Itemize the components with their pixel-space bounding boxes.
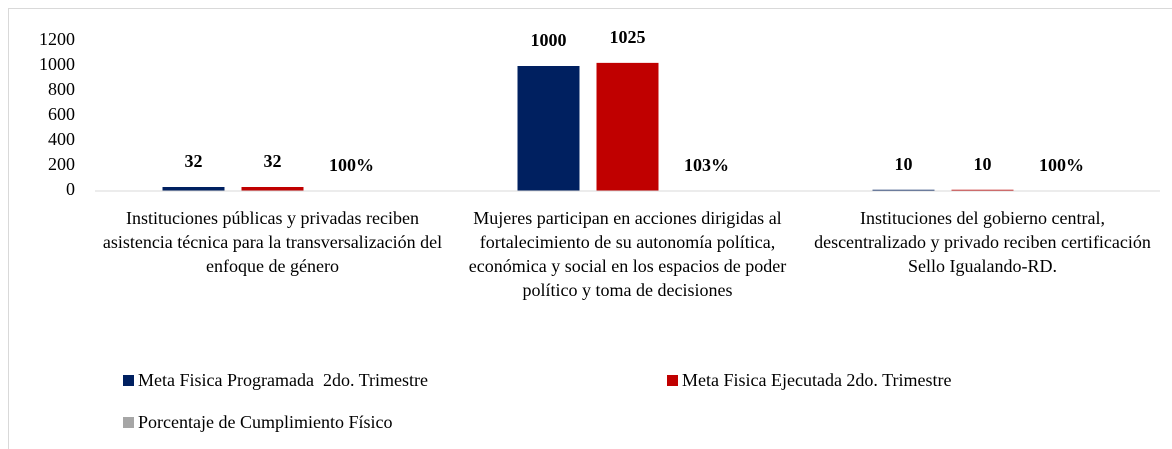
legend-label: Porcentaje de Cumplimiento Físico <box>138 411 393 432</box>
data-label: 103% <box>684 155 729 175</box>
legend-swatch <box>123 374 134 386</box>
y-tick-label: 200 <box>48 154 75 174</box>
y-tick-label: 400 <box>48 129 75 149</box>
data-label: 1025 <box>610 27 646 47</box>
legend-item: Meta Fisica Programada 2do. Trimestre <box>123 368 428 392</box>
data-label: 10 <box>895 154 913 174</box>
y-tick-label: 1200 <box>39 29 75 49</box>
data-label: 1000 <box>531 30 567 50</box>
legend-item: Porcentaje de Cumplimiento Físico <box>123 410 392 434</box>
data-label: 100% <box>1039 155 1084 175</box>
legend-label: Meta Fisica Programada 2do. Trimestre <box>138 369 428 390</box>
y-tick-label: 0 <box>66 179 75 199</box>
category-label: Instituciones del gobierno central, desc… <box>814 208 1151 276</box>
data-label: 32 <box>264 151 282 171</box>
legend-item: Meta Fisica Ejecutada 2do. Trimestre <box>667 368 951 392</box>
bar <box>951 189 1014 191</box>
bar <box>596 62 659 191</box>
legend-swatch <box>123 416 134 428</box>
bar <box>162 187 225 191</box>
y-tick-label: 800 <box>48 79 75 99</box>
category-label: Mujeres participan en acciones dirigidas… <box>468 208 787 300</box>
y-tick-label: 600 <box>48 104 75 124</box>
legend-swatch <box>667 374 678 386</box>
data-label: 10 <box>974 154 992 174</box>
data-label: 32 <box>185 151 203 171</box>
bar <box>872 189 935 191</box>
y-tick-label: 1000 <box>39 54 75 74</box>
frame <box>8 8 1172 449</box>
category-label: Instituciones públicas y privadas recibe… <box>102 208 443 276</box>
data-label: 100% <box>329 155 374 175</box>
bar <box>241 187 304 191</box>
bar <box>517 66 580 191</box>
legend-label: Meta Fisica Ejecutada 2do. Trimestre <box>682 369 952 390</box>
